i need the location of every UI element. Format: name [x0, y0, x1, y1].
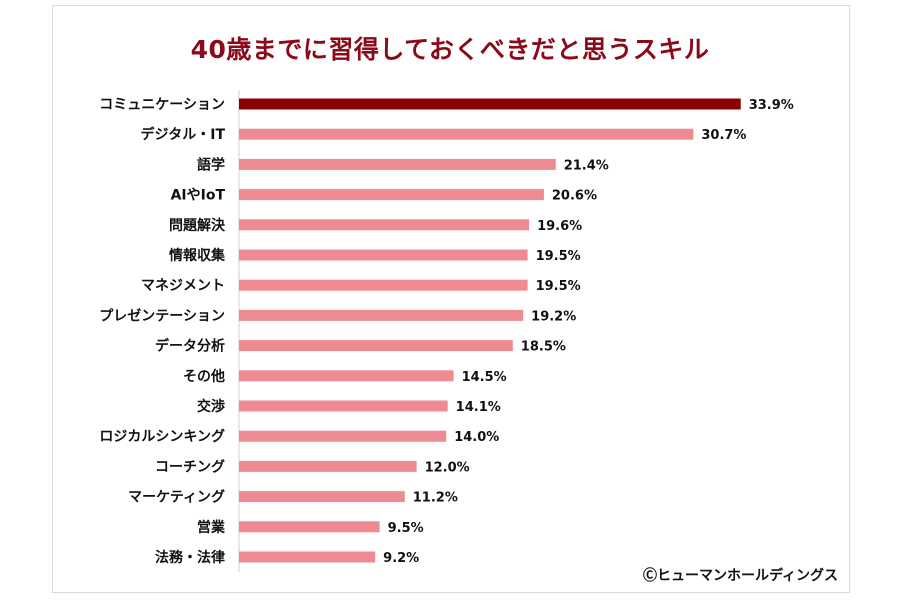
category-label: データ分析 — [155, 338, 225, 355]
data-label: 12.0% — [425, 460, 470, 475]
category-label: コーチング — [155, 458, 225, 475]
category-label: 交渉 — [197, 398, 225, 415]
bar — [239, 98, 741, 110]
bar — [239, 279, 528, 291]
category-label: 法務・法律 — [155, 549, 225, 566]
bar — [239, 491, 405, 503]
data-label: 11.2% — [413, 491, 458, 506]
bar — [239, 521, 380, 533]
bar — [239, 551, 376, 563]
data-label: 21.4% — [564, 158, 609, 173]
category-label: その他 — [183, 368, 225, 385]
data-label: 14.0% — [454, 430, 499, 445]
category-label: AIやIoT — [171, 188, 226, 204]
bar — [239, 128, 694, 140]
data-label: 9.5% — [388, 521, 424, 536]
data-label: 33.9% — [749, 98, 794, 113]
category-label: 情報収集 — [169, 247, 226, 264]
category-label: ロジカルシンキング — [99, 428, 225, 445]
category-label: コミュニケーション — [99, 97, 225, 113]
data-label: 14.1% — [456, 400, 501, 415]
category-label: 問題解決 — [169, 217, 226, 234]
category-label: デジタル・IT — [141, 126, 226, 143]
chart-title: 40歳までに習得しておくべきだと思うスキル — [190, 35, 710, 64]
chart-frame — [52, 5, 850, 593]
data-label: 19.2% — [531, 309, 576, 324]
data-label: 9.2% — [383, 551, 419, 566]
bar — [239, 370, 454, 382]
bar — [239, 400, 448, 412]
data-label: 30.7% — [701, 128, 746, 143]
data-label: 19.6% — [537, 219, 582, 234]
category-label: プレゼンテーション — [99, 307, 225, 324]
data-label: 20.6% — [552, 189, 597, 204]
bar — [239, 430, 447, 442]
category-label: 語学 — [197, 156, 225, 173]
data-label: 19.5% — [536, 279, 581, 294]
data-label: 19.5% — [536, 249, 581, 264]
category-label: マーケティング — [128, 489, 225, 506]
bar — [239, 309, 524, 321]
copyright-credit: Ⓒヒューマンホールディングス — [642, 568, 838, 584]
bar — [239, 158, 556, 170]
bar — [239, 340, 513, 352]
bar — [239, 219, 530, 231]
data-label: 14.5% — [462, 370, 507, 385]
category-label: マネジメント — [141, 278, 225, 294]
data-label: 18.5% — [521, 340, 566, 355]
bar — [239, 249, 528, 261]
bar — [239, 460, 417, 472]
category-label: 営業 — [197, 519, 226, 536]
bar — [239, 189, 544, 201]
